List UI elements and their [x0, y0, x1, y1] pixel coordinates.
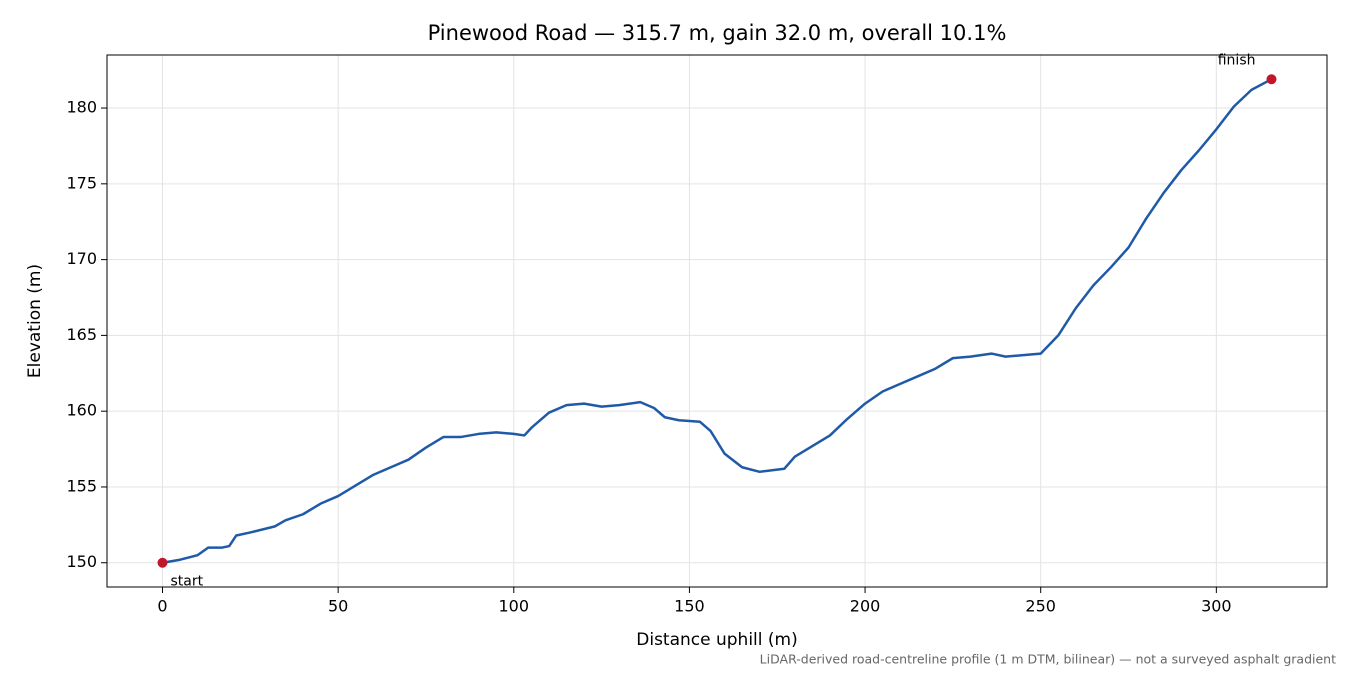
x-tick-label: 200	[850, 597, 881, 616]
plot-frame	[106, 54, 1328, 588]
endpoint-label: finish	[1218, 52, 1256, 68]
y-tick-label: 175	[66, 173, 97, 192]
y-tick-label: 160	[66, 401, 97, 420]
x-tick-label: 250	[1025, 597, 1056, 616]
y-tick-label: 180	[66, 98, 97, 117]
x-tick-label: 50	[328, 597, 348, 616]
y-tick-label: 165	[66, 325, 97, 344]
y-tick-label: 170	[66, 249, 97, 268]
endpoint-marker	[157, 557, 168, 568]
footnote: LiDAR-derived road-centreline profile (1…	[760, 652, 1336, 667]
elevation-line	[162, 78, 1273, 564]
endpoint-marker	[1266, 74, 1277, 85]
y-tick-label: 150	[66, 552, 97, 571]
y-axis-label: Elevation (m)	[25, 264, 45, 378]
x-tick-label: 150	[674, 597, 705, 616]
x-tick-label: 300	[1201, 597, 1232, 616]
x-axis-label: Distance uphill (m)	[636, 630, 797, 650]
endpoint-label: start	[171, 574, 204, 590]
y-tick-label: 155	[66, 476, 97, 495]
x-tick-label: 0	[157, 597, 167, 616]
chart-title: Pinewood Road — 315.7 m, gain 32.0 m, ov…	[428, 21, 1007, 45]
x-tick-label: 100	[499, 597, 530, 616]
